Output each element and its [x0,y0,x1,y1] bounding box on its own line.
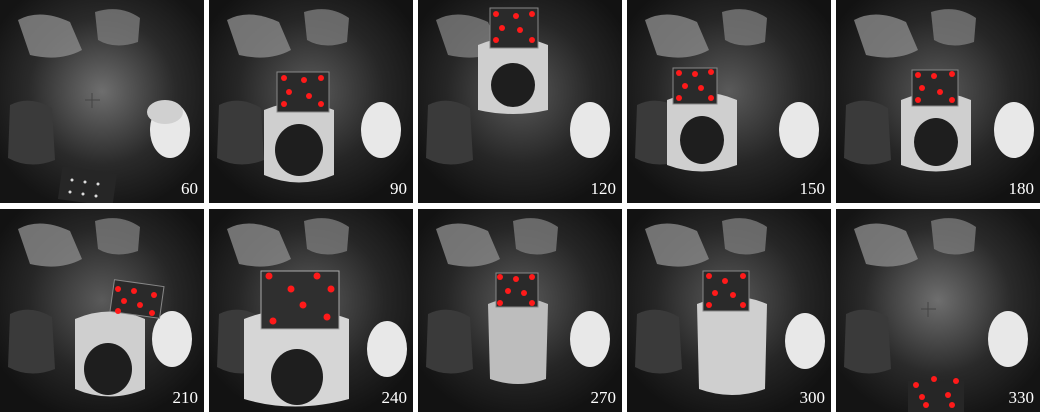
scene-image [836,209,1040,412]
frame-label: 270 [590,388,617,407]
scene-image [627,0,831,203]
scene-image [627,209,831,412]
frame-300: 300 [627,209,831,412]
scene-image [0,0,204,203]
frame-90: 90 [209,0,413,203]
frame-240: 240 [209,209,413,412]
scene-image [209,209,413,412]
frame-label: 330 [1008,388,1035,407]
frame-label: 300 [799,388,826,407]
scene-image [209,0,413,203]
frame-150: 150 [627,0,831,203]
frame-label: 150 [799,179,826,198]
frame-label: 180 [1008,179,1035,198]
frame-label: 90 [390,179,407,198]
frame-label: 120 [590,179,617,198]
frame-label: 210 [172,388,199,407]
frame-label: 240 [381,388,408,407]
frame-label: 60 [181,179,198,198]
frame-120: 120 [418,0,622,203]
frame-270: 270 [418,209,622,412]
scene-image [418,209,622,412]
scene-image [418,0,622,203]
frame-330: 330 [836,209,1040,412]
scene-image [836,0,1040,203]
frame-60: 60 [0,0,204,203]
frame-180: 180 [836,0,1040,203]
scene-image [0,209,204,412]
frame-210: 210 [0,209,204,412]
